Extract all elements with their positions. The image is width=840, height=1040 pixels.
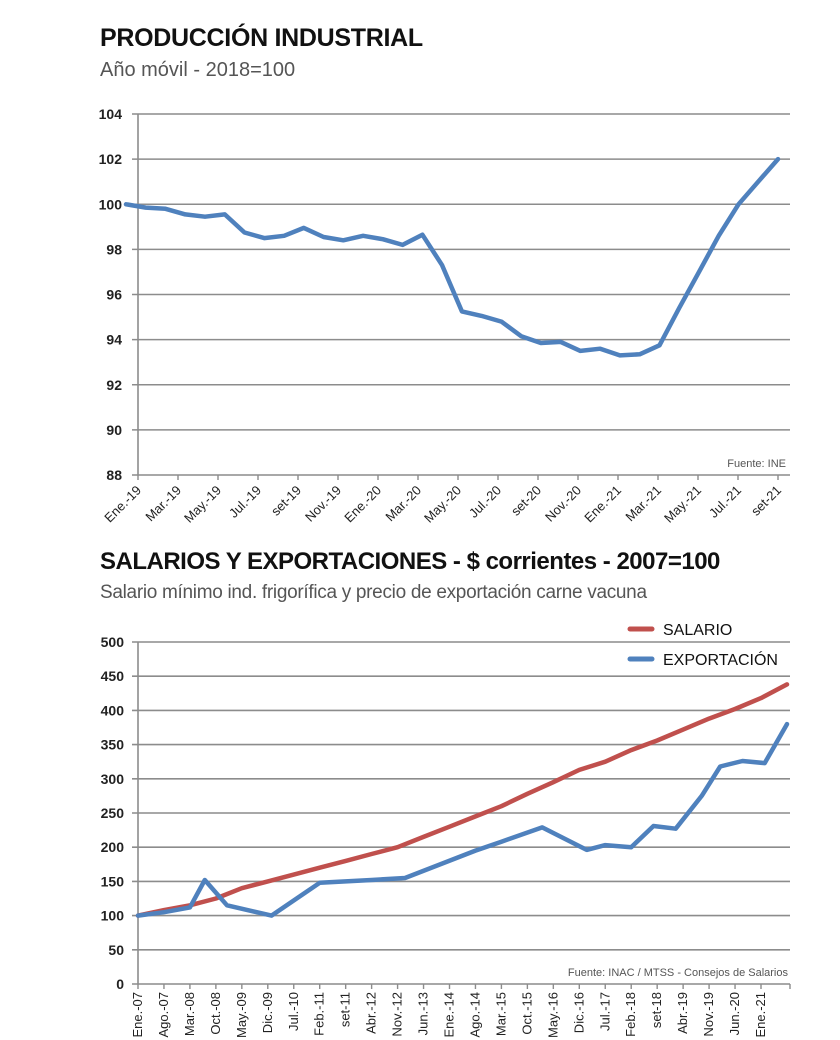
x-tick-label: May.-21 [661,483,704,526]
x-tick-label: set-19 [268,483,304,519]
x-tick-label: Jul.-21 [706,483,744,521]
x-tick-label: Jul.-19 [226,483,264,521]
x-tick-label: Jun.-20 [727,992,742,1035]
x-tick-label: set-21 [748,483,784,519]
x-tick-label: Dic.-16 [571,992,586,1033]
x-tick-label: Nov.-19 [302,483,344,525]
x-tick-label: May.-19 [181,483,224,526]
x-tick-label: set-18 [649,992,664,1028]
y-tick-label: 102 [99,151,123,167]
x-tick-label: Jun.-13 [416,992,431,1035]
y-tick-label: 200 [101,839,125,855]
x-tick-label: Ago.-07 [156,992,171,1038]
source-note: Fuente: INAC / MTSS - Consejos de Salari… [568,967,789,979]
y-tick-label: 98 [106,241,122,257]
x-tick-label: set-11 [338,992,353,1027]
x-tick-label: Nov.-12 [390,992,405,1037]
chart-subtitle-salarios: Salario mínimo ind. frigorífica y precio… [100,582,647,603]
x-tick-label: Mar.-08 [182,992,197,1036]
x-tick-label: Mar.-15 [493,992,508,1036]
y-tick-label: 94 [106,332,122,348]
x-tick-label: Feb.-11 [312,992,327,1036]
y-tick-label: 150 [101,873,125,889]
y-tick-label: 90 [106,422,122,438]
y-tick-label: 250 [101,805,125,821]
x-tick-label: Abr.-12 [364,992,379,1034]
chart-subtitle-produccion: Año móvil - 2018=100 [100,59,296,81]
y-tick-label: 96 [106,287,122,303]
series-line-exportacin [135,721,790,918]
x-tick-label: set-20 [508,483,544,519]
legend-label: SALARIO [663,622,732,639]
y-tick-label: 88 [106,467,122,483]
x-tick-label: Jul.-10 [286,992,301,1031]
x-tick-label: Ene.-21 [581,483,624,526]
x-tick-label: May.-09 [234,992,249,1038]
x-tick-label: Dic.-09 [260,992,275,1033]
x-tick-label: Ene.-07 [130,992,145,1038]
chart-title-salarios: SALARIOS Y EXPORTACIONES - $ corrientes … [100,548,720,575]
x-tick-label: Abr.-19 [675,992,690,1034]
x-tick-label: Ene.-21 [753,992,768,1038]
y-tick-label: 100 [101,908,125,924]
x-tick-label: May.-20 [421,483,464,526]
legend-label: EXPORTACIÓN [663,650,778,669]
x-tick-label: Feb.-18 [623,992,638,1037]
x-tick-label: Ene.-14 [442,992,457,1038]
x-tick-label: Oct.-15 [519,992,534,1035]
y-tick-label: 104 [99,106,123,122]
x-tick-label: Mar.-19 [142,483,184,525]
x-tick-label: Jul.-20 [466,483,504,521]
y-tick-label: 0 [116,976,124,992]
y-tick-label: 450 [101,668,125,684]
y-tick-label: 500 [101,634,125,650]
x-tick-label: Mar.-21 [622,483,664,525]
x-tick-label: Ene.-20 [341,483,384,526]
y-tick-label: 350 [101,737,125,753]
x-tick-label: Jul.-17 [597,992,612,1031]
x-tick-label: Ene.-19 [101,483,144,526]
x-tick-label: Nov.-20 [542,483,584,525]
chart-title-produccion: PRODUCCIÓN INDUSTRIAL [100,24,423,52]
x-tick-label: Nov.-19 [701,992,716,1037]
series-line-salario [135,682,790,918]
x-tick-label: May.-16 [545,992,560,1038]
series-line-produccion [123,156,781,358]
source-note: Fuente: INE [727,458,786,470]
x-tick-label: Ago.-14 [467,992,482,1038]
y-tick-label: 100 [99,196,123,212]
y-tick-label: 92 [106,377,122,393]
y-tick-label: 300 [101,771,125,787]
x-tick-label: Oct.-08 [208,992,223,1035]
y-tick-label: 400 [101,702,125,718]
y-tick-label: 50 [108,942,124,958]
x-tick-label: Mar.-20 [382,483,424,525]
